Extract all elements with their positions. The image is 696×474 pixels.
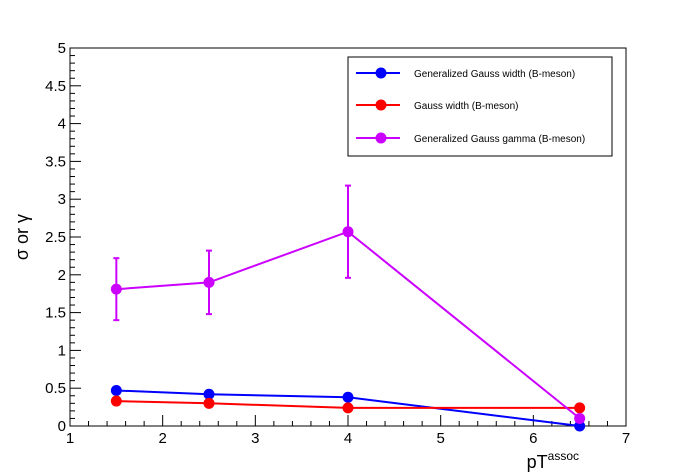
data-point	[203, 397, 215, 409]
series-2	[110, 395, 586, 414]
y-tick-label: 1.5	[45, 305, 66, 322]
legend-entry-2: Gauss width (B-meson)	[356, 99, 518, 112]
data-point	[342, 226, 354, 238]
x-tick-label: 5	[436, 430, 444, 447]
data-point	[574, 420, 586, 432]
data-point	[342, 402, 354, 414]
y-tick-label: 5	[58, 40, 66, 57]
x-tick-label: 6	[529, 430, 537, 447]
x-tick-label: 1	[66, 430, 74, 447]
data-point	[110, 395, 122, 407]
series-1	[110, 384, 586, 432]
y-tick-label: 2	[58, 267, 66, 284]
y-tick-label: 4	[58, 116, 66, 133]
data-point	[342, 391, 354, 403]
axes: 0 0.5 1 1.5 2 2.5 3 3.5 4 4.5 5 1 2 3 4 5 6 7	[45, 40, 630, 447]
x-axis-title-superscript: assoc	[548, 449, 579, 463]
legend-label: Generalized Gauss width (B-meson)	[414, 69, 575, 80]
legend-label: Generalized Gauss gamma (B-meson)	[414, 134, 585, 145]
data-point	[574, 412, 586, 424]
x-axis-title: pTassoc	[527, 449, 579, 472]
legend-marker	[375, 67, 387, 79]
y-tick-label: 0.5	[45, 380, 66, 397]
legend-label: Gauss width (B-meson)	[414, 101, 518, 112]
legend-entry-3: Generalized Gauss gamma (B-meson)	[356, 132, 585, 145]
x-tick-label: 3	[251, 430, 259, 447]
data-point	[110, 384, 122, 396]
y-tick-label: 0	[58, 418, 66, 435]
legend: Generalized Gauss width (B-meson) Gauss w…	[347, 56, 613, 157]
x-axis-title-main: pT	[527, 452, 548, 472]
y-tick-label: 2.5	[45, 229, 66, 246]
legend-entry-1: Generalized Gauss width (B-meson)	[356, 67, 575, 80]
x-tick-label: 2	[158, 430, 166, 447]
data-point	[203, 276, 215, 288]
data-point	[203, 388, 215, 400]
y-tick-label: 3	[58, 191, 66, 208]
y-tick-label: 4.5	[45, 78, 66, 95]
x-tick-label: 4	[344, 430, 352, 447]
x-tick-label: 7	[622, 430, 630, 447]
series-line	[116, 230, 581, 420]
y-axis-title: σ or γ	[12, 214, 32, 260]
data-point	[574, 402, 586, 414]
legend-marker	[375, 132, 387, 144]
y-tick-label: 1	[58, 342, 66, 359]
series-line	[116, 400, 580, 409]
series-line	[116, 389, 580, 427]
legend-marker	[375, 99, 387, 111]
data-point	[110, 283, 122, 295]
series-layer	[110, 184, 586, 432]
y-tick-label: 3.5	[45, 153, 66, 170]
series-3	[110, 184, 586, 424]
